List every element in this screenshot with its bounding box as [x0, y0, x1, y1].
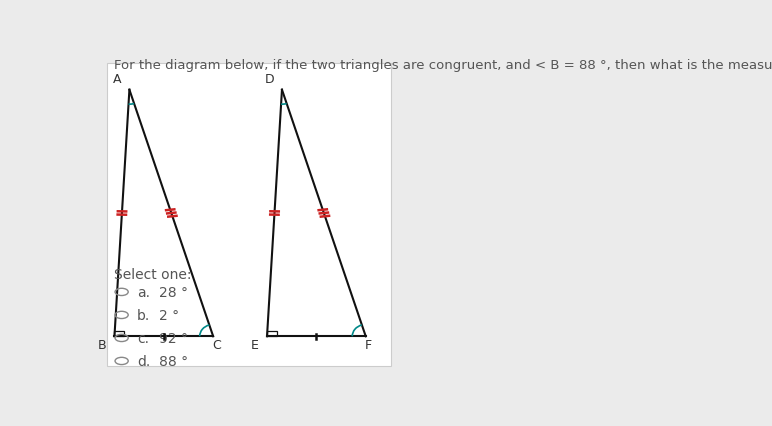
- Text: D: D: [266, 72, 275, 86]
- Text: b.: b.: [137, 308, 151, 322]
- Text: 28 °: 28 °: [159, 285, 188, 299]
- Text: 2 °: 2 °: [159, 308, 179, 322]
- Bar: [267, 331, 276, 337]
- Text: C: C: [212, 338, 221, 351]
- Text: 92 °: 92 °: [159, 331, 188, 345]
- Text: For the diagram below, if the two triangles are congruent, and < B = 88 °, then : For the diagram below, if the two triang…: [114, 59, 772, 72]
- Text: Select one:: Select one:: [114, 268, 192, 282]
- Text: F: F: [365, 338, 372, 351]
- Text: 88 °: 88 °: [159, 354, 188, 368]
- Text: a.: a.: [137, 285, 151, 299]
- Text: d.: d.: [137, 354, 151, 368]
- Text: A: A: [113, 72, 122, 86]
- Bar: [114, 331, 124, 337]
- Text: c.: c.: [137, 331, 149, 345]
- FancyBboxPatch shape: [107, 64, 391, 366]
- Text: E: E: [251, 338, 259, 351]
- Text: B: B: [98, 338, 107, 351]
